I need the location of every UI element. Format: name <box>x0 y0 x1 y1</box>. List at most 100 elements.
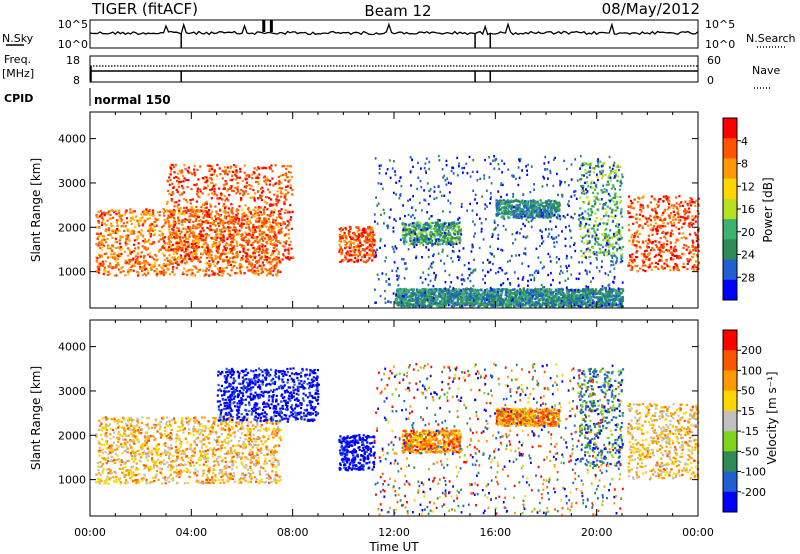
data-cell <box>411 235 414 238</box>
data-cell <box>236 242 239 245</box>
data-cell <box>513 298 516 301</box>
data-cell <box>208 266 211 269</box>
data-cell <box>196 168 199 171</box>
data-cell <box>223 187 226 190</box>
data-cell <box>518 288 522 291</box>
data-cell <box>245 226 248 229</box>
data-cell <box>137 262 140 265</box>
data-cell <box>112 229 115 232</box>
data-cell <box>498 208 501 211</box>
data-cell <box>158 270 162 273</box>
data-cell <box>549 305 552 308</box>
data-cell <box>217 217 220 220</box>
data-cell <box>199 219 202 222</box>
data-cell <box>213 187 216 190</box>
data-cell <box>238 264 241 267</box>
data-cell <box>285 167 288 171</box>
data-cell <box>588 250 591 253</box>
data-cell <box>288 221 291 224</box>
data-cell <box>256 166 260 169</box>
data-cell <box>249 187 252 190</box>
data-cell <box>173 237 176 240</box>
data-cell <box>217 202 221 205</box>
data-cell <box>533 216 536 219</box>
data-cell <box>171 271 174 274</box>
data-cell <box>172 252 175 255</box>
data-cell <box>179 254 182 257</box>
data-cell <box>664 197 667 200</box>
data-cell <box>617 236 620 239</box>
data-cell <box>229 186 232 189</box>
data-cell <box>284 256 288 259</box>
data-cell <box>590 227 593 230</box>
data-cell <box>593 195 596 198</box>
data-cell <box>204 186 207 189</box>
data-cell <box>651 262 654 265</box>
data-cell <box>291 210 294 213</box>
data-cell <box>269 204 272 207</box>
data-cell <box>416 232 419 236</box>
data-cell <box>177 229 181 232</box>
data-cell <box>506 203 509 206</box>
data-cell <box>510 208 513 211</box>
data-cell <box>136 219 139 222</box>
data-cell <box>241 233 244 236</box>
data-cell <box>365 230 368 233</box>
data-cell <box>189 226 192 229</box>
data-cell <box>675 202 678 205</box>
data-cell <box>408 228 411 231</box>
data-cell <box>579 196 582 199</box>
data-cell <box>176 217 180 220</box>
data-cell <box>509 201 512 204</box>
data-cell <box>222 204 225 207</box>
data-cell <box>615 222 618 225</box>
data-cell <box>273 225 276 228</box>
data-cell <box>601 288 604 291</box>
data-cell <box>591 299 594 302</box>
data-cell <box>544 201 547 204</box>
data-cell <box>148 210 151 213</box>
data-cell <box>246 266 249 269</box>
data-cell <box>180 169 183 172</box>
data-cell <box>214 215 217 218</box>
data-cell <box>260 224 263 228</box>
data-cell <box>283 211 286 215</box>
data-cell <box>240 221 243 224</box>
data-cell <box>236 254 240 257</box>
data-cell <box>243 171 246 174</box>
data-cell <box>627 223 630 226</box>
data-cell <box>204 242 207 245</box>
data-cell <box>341 234 344 238</box>
data-cell <box>412 241 415 244</box>
data-cell <box>275 244 278 247</box>
data-cell <box>273 227 276 230</box>
data-cell <box>641 259 644 262</box>
data-cell <box>171 268 174 271</box>
data-cell <box>175 232 178 236</box>
data-cell <box>614 209 618 212</box>
data-cell <box>133 210 136 213</box>
data-cell <box>583 255 586 258</box>
data-cell <box>236 216 239 219</box>
data-cell <box>519 214 522 217</box>
beam-title: Beam 12 <box>364 2 431 20</box>
data-cell <box>122 225 125 228</box>
data-cell <box>430 227 433 231</box>
data-cell <box>119 235 122 238</box>
data-cell <box>409 304 412 308</box>
data-cell <box>149 252 152 255</box>
data-cell <box>260 243 263 246</box>
data-cell <box>352 253 355 257</box>
data-cell <box>214 224 217 227</box>
data-cell <box>213 169 216 172</box>
data-cell <box>670 222 673 225</box>
data-cell <box>176 246 179 249</box>
data-cell <box>407 230 411 234</box>
data-cell <box>631 256 634 259</box>
data-cell <box>448 238 451 241</box>
data-cell <box>279 190 282 193</box>
data-cell <box>124 242 127 245</box>
data-cell <box>656 245 659 248</box>
data-cell <box>506 200 509 203</box>
data-cell <box>238 267 241 270</box>
